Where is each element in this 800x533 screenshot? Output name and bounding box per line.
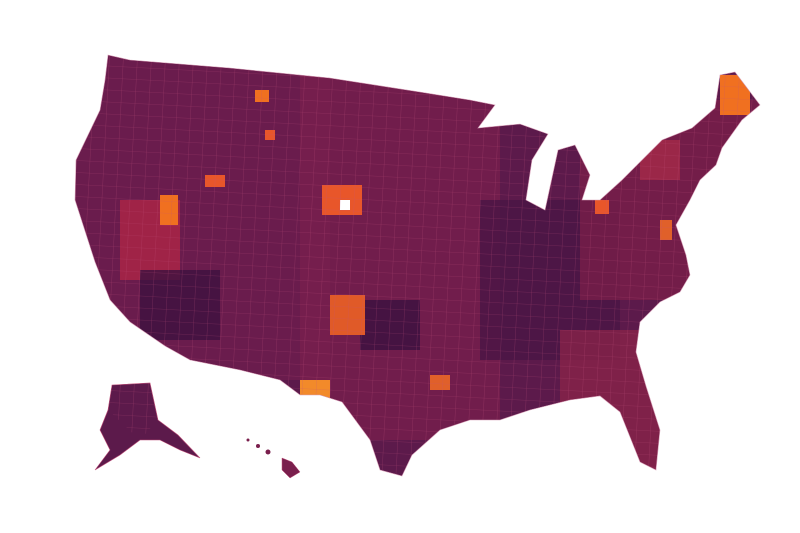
contiguous-us [75,55,760,476]
hawaii [246,438,301,479]
alaska [94,382,201,471]
